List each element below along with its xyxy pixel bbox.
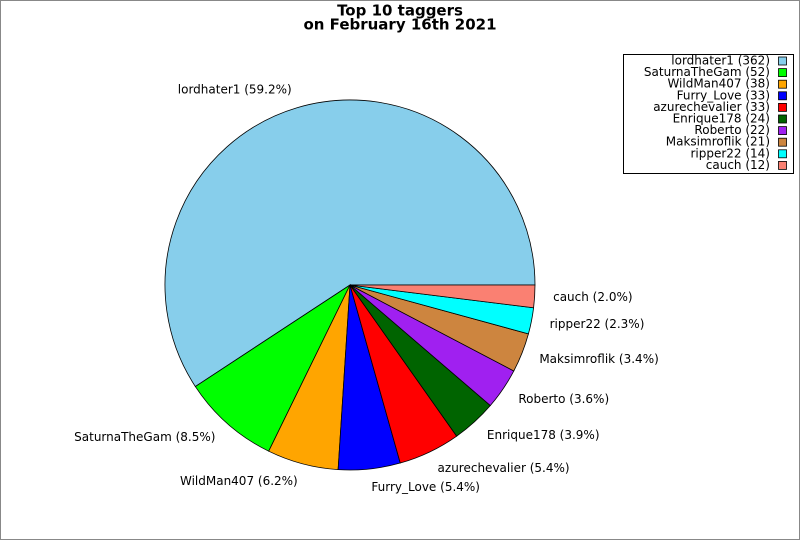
slice-label: Furry_Love (5.4%) [371, 480, 480, 494]
legend-label: Roberto (22) [694, 123, 770, 137]
slice-label: Roberto (3.6%) [518, 392, 609, 406]
legend-swatch [778, 103, 787, 112]
legend-swatch [778, 68, 787, 77]
legend-label: WildMan407 (38) [667, 77, 770, 91]
pie-slice [164, 99, 536, 388]
legend-label: SaturnaTheGam (52) [644, 65, 770, 79]
legend-swatch [778, 160, 787, 170]
legend-swatch [778, 137, 787, 147]
slice-label: SaturnaTheGam (8.5%) [74, 430, 215, 444]
pie-slice [349, 284, 536, 309]
slice-label: Maksimroflik (3.4%) [539, 352, 658, 366]
chart-title: Top 10 taggers [337, 2, 463, 20]
legend-swatch [778, 114, 787, 124]
legend-label: ripper22 (14) [690, 146, 770, 160]
chart-subtitle: on February 16th 2021 [303, 16, 496, 34]
slice-label: azurechevalier (5.4%) [438, 461, 570, 475]
legend-swatch [778, 56, 787, 66]
slice-label: lordhater1 (59.2%) [178, 83, 292, 97]
slice-label: Enrique178 (3.9%) [487, 428, 600, 442]
legend-swatch [778, 149, 787, 159]
legend-label: azurechevalier (33) [653, 100, 770, 114]
legend-swatch [778, 91, 787, 101]
legend-label: Furry_Love (33) [677, 88, 770, 102]
slice-label: cauch (2.0%) [553, 290, 632, 304]
legend-swatch [778, 79, 787, 89]
legend-label: Enrique178 (24) [673, 112, 770, 126]
legend-label: lordhater1 (362) [671, 54, 770, 68]
slice-label: ripper22 (2.3%) [550, 317, 645, 331]
legend-label: cauch (12) [706, 158, 770, 172]
pie-slice [194, 283, 352, 452]
legend-label: Maksimroflik (21) [666, 135, 770, 149]
legend-swatch [778, 126, 787, 135]
slice-label: WildMan407 (6.2%) [180, 474, 298, 488]
legend-box [623, 54, 794, 174]
